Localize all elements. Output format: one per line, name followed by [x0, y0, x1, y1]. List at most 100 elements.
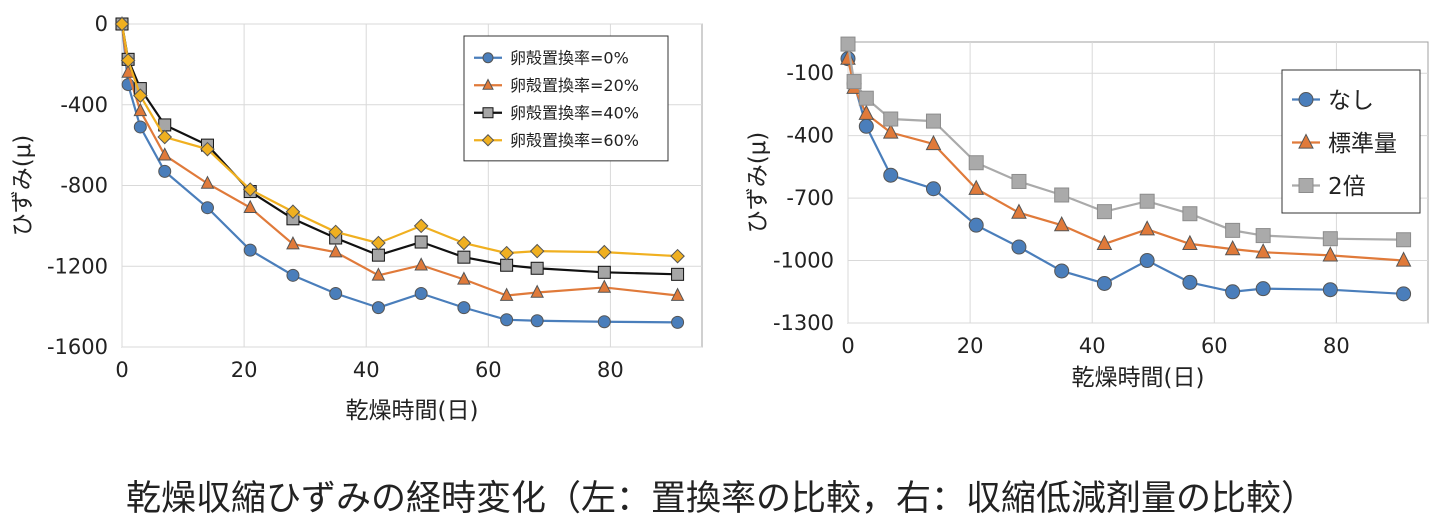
data-point — [670, 248, 685, 264]
data-point — [1182, 274, 1198, 290]
data-point — [500, 258, 514, 272]
series-2 — [840, 49, 1412, 267]
data-point — [530, 261, 544, 275]
data-point — [329, 287, 343, 301]
data-point — [530, 284, 544, 298]
series-4 — [114, 16, 685, 264]
data-point — [457, 301, 471, 315]
data-point — [499, 245, 514, 261]
data-point — [530, 314, 544, 328]
legend-label: なし — [1328, 88, 1374, 114]
data-point — [114, 16, 130, 32]
data-point — [457, 250, 471, 264]
data-point — [858, 90, 874, 106]
data-point — [1011, 239, 1027, 255]
data-point — [597, 265, 611, 279]
x-axis-label: 乾燥時間(日) — [1072, 365, 1205, 391]
data-point — [968, 179, 985, 195]
y-tick-label: -700 — [786, 186, 834, 210]
x-tick-label: 0 — [115, 358, 128, 382]
data-point — [1096, 275, 1112, 291]
legend-label: 卵殻置換率=40% — [510, 104, 639, 123]
y-tick-label: -800 — [60, 174, 108, 198]
data-point — [883, 111, 899, 127]
data-point — [1139, 253, 1155, 269]
y-tick-label: -1000 — [773, 249, 834, 273]
data-point — [1224, 239, 1241, 256]
data-point — [671, 267, 685, 281]
legend-label: 卵殻置換率=0% — [510, 49, 629, 68]
y-tick-label: 0 — [95, 12, 108, 36]
y-tick-label: -100 — [786, 61, 834, 85]
data-point — [1054, 263, 1070, 279]
data-point — [883, 167, 899, 183]
data-point — [1011, 203, 1027, 219]
data-point — [1054, 187, 1070, 203]
data-point — [200, 201, 214, 215]
data-point — [1396, 232, 1412, 248]
data-point — [286, 236, 300, 250]
legend-marker — [1298, 178, 1314, 193]
legend-marker — [1298, 133, 1314, 149]
data-point — [413, 218, 429, 234]
y-tick-label: -400 — [786, 124, 834, 148]
legend-marker — [1298, 92, 1314, 107]
data-point — [846, 74, 862, 90]
legend-marker — [482, 78, 494, 90]
x-tick-label: 20 — [957, 334, 984, 358]
data-point — [457, 271, 471, 285]
data-point — [858, 118, 874, 134]
data-point — [133, 120, 147, 134]
data-point — [1225, 284, 1241, 300]
data-point — [456, 235, 472, 251]
x-tick-label: 40 — [353, 358, 380, 382]
data-point — [120, 53, 136, 68]
data-point — [529, 243, 545, 259]
legend: 卵殻置換率=0% 卵殻置換率=20% 卵殻置換率=40% 卵殻置換率=60% — [463, 35, 669, 162]
data-point — [597, 244, 612, 260]
y-tick-label: -1200 — [47, 254, 108, 278]
data-point — [157, 147, 172, 161]
data-point — [1139, 220, 1155, 236]
legend-marker — [481, 134, 495, 147]
data-point — [133, 102, 148, 117]
figure-caption: 乾燥収縮ひずみの経時変化（左：置換率の比較，右：収縮低減剤量の比較） — [125, 479, 1316, 519]
x-tick-label: 0 — [841, 334, 854, 358]
data-point — [1182, 206, 1198, 222]
x-tick-label: 40 — [1079, 334, 1106, 358]
data-point — [157, 129, 173, 145]
data-point — [414, 257, 428, 271]
data-point — [328, 224, 343, 240]
legend-label: 卵殻置換率=20% — [510, 76, 639, 95]
data-point — [1322, 231, 1338, 247]
x-tick-label: 80 — [597, 358, 624, 382]
y-tick-label: -400 — [60, 93, 108, 117]
data-point — [1096, 204, 1112, 220]
legend-marker — [482, 52, 494, 64]
data-point — [414, 235, 428, 249]
data-point — [597, 315, 611, 329]
x-tick-label: 60 — [1201, 334, 1228, 358]
data-point — [968, 217, 984, 233]
data-point — [670, 287, 685, 301]
data-point — [1255, 228, 1271, 244]
data-point — [200, 175, 215, 189]
data-point — [328, 244, 343, 258]
data-point — [242, 182, 258, 197]
data-point — [925, 113, 941, 129]
legend-label: 卵殻置換率=60% — [510, 131, 639, 150]
data-point — [925, 181, 941, 197]
data-point — [371, 267, 386, 281]
data-point — [500, 313, 514, 327]
data-point — [968, 155, 984, 171]
data-point — [499, 287, 514, 301]
series-1 — [115, 17, 685, 329]
data-point — [1053, 216, 1070, 232]
data-point — [925, 134, 942, 151]
data-point — [243, 243, 257, 257]
data-point — [200, 141, 215, 157]
data-point — [371, 235, 386, 251]
data-point — [1225, 222, 1241, 238]
data-point — [286, 268, 300, 282]
